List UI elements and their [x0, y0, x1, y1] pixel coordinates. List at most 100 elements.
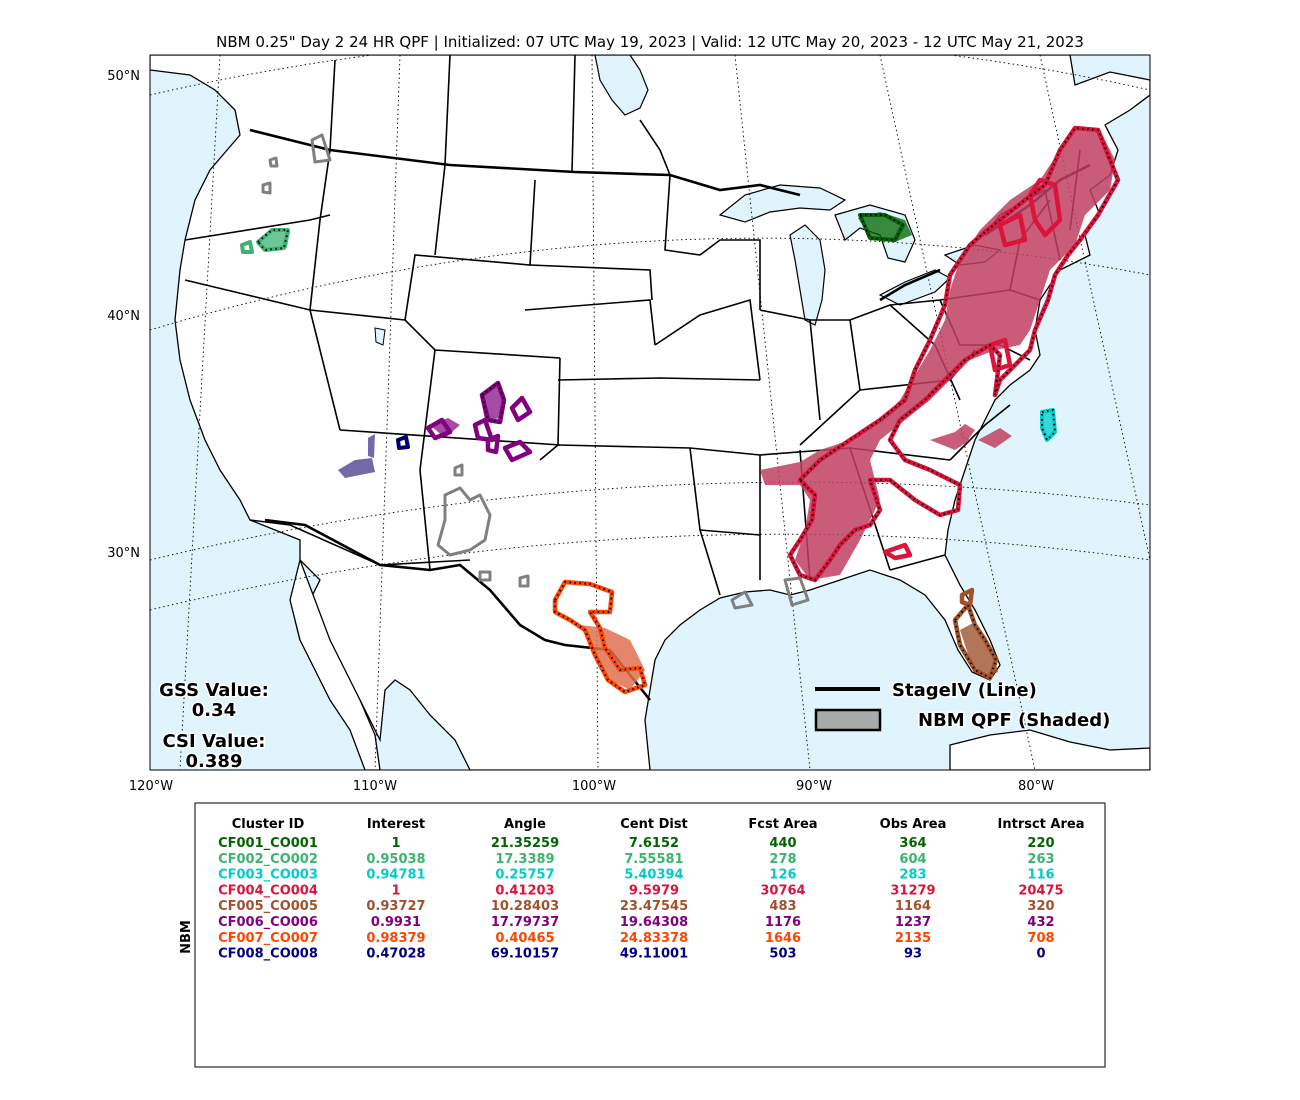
csi-value: 0.389 — [186, 751, 243, 772]
table-cell: CF006_CO006 — [218, 915, 318, 930]
table-row-label: NBM — [179, 920, 194, 954]
table-cell: 23.47545 — [620, 899, 688, 914]
table-cell: 9.5979 — [629, 883, 679, 898]
table-cell: 1 — [391, 883, 400, 898]
table-cell: 278 — [769, 852, 796, 867]
fcst-cf008 — [338, 458, 375, 478]
table-row: CF007_CO007 0.98379 0.40465 24.83378 1646 213… — [218, 931, 1054, 946]
table-cell: CF002_CO002 — [218, 852, 318, 867]
table-cell: CF003_CO003 — [218, 868, 318, 883]
map-legend: StageIV (Line) NBM QPF (Shaded) — [814, 679, 1112, 733]
graticule — [150, 55, 1150, 770]
table-cell: 0 — [1036, 947, 1045, 962]
table-cell: CF008_CO008 — [218, 947, 318, 962]
table-row: CF002_CO002 0.95038 17.3389 7.55581 278 604 26… — [218, 852, 1054, 867]
table-header-0: Cluster ID — [232, 817, 305, 832]
table-cell: 263 — [1027, 852, 1054, 867]
table-cell: CF005_CO005 — [218, 899, 318, 914]
stageiv-dotted-cores — [257, 127, 1119, 693]
table-cell: CF004_CO004 — [218, 883, 318, 898]
obs-cf004 — [787, 125, 1121, 583]
table-cell: 0.9931 — [371, 915, 421, 930]
table-cell: 440 — [769, 836, 796, 851]
table-cell: 503 — [769, 947, 796, 962]
longitude-labels: 120°W 110°W 100°W 90°W 80°W — [129, 779, 1054, 794]
table-cell: 0.25757 — [495, 868, 554, 883]
fcst-cf005 — [960, 622, 998, 678]
table-cell: 17.3389 — [495, 852, 554, 867]
legend-line-label: StageIV (Line) — [892, 680, 1037, 701]
table-cell: 0.40465 — [495, 931, 554, 946]
table-cell: 19.64308 — [620, 915, 688, 930]
lon-label-110: 110°W — [353, 779, 397, 794]
table-cell: 1 — [391, 836, 400, 851]
table-cell: 1237 — [895, 915, 931, 930]
table-cell: 7.55581 — [624, 852, 683, 867]
lon-label-80: 80°W — [1018, 779, 1054, 794]
table-cell: 69.10157 — [491, 947, 559, 962]
fcst-cf004d — [955, 424, 975, 440]
hudson-bay — [594, 55, 649, 116]
table-cell: 0.98379 — [366, 931, 425, 946]
table-cell: 0.94781 — [366, 868, 425, 883]
table-row: CF003_CO003 0.94781 0.25757 5.40394 126 283 11… — [218, 868, 1054, 883]
table-cell: CF001_CO001 — [218, 836, 318, 851]
lon-label-90: 90°W — [796, 779, 832, 794]
table-cell: 604 — [899, 852, 926, 867]
table-cell: 364 — [899, 836, 926, 851]
table-cell: 0.41203 — [495, 883, 554, 898]
map-frame — [149, 54, 1151, 771]
table-cell: 1176 — [765, 915, 801, 930]
table-cell: CF007_CO007 — [218, 931, 318, 946]
fcst-cf004a — [760, 130, 1115, 580]
table-row: CF006_CO006 0.9931 17.79737 19.64308 1176 123… — [218, 915, 1054, 930]
stats-table-frame — [194, 802, 1106, 1068]
unmatched-obs-contours — [261, 133, 810, 610]
table-row: CF004_CO004 1 0.41203 9.5979 30764 31279 20475 — [218, 883, 1064, 898]
lon-label-120: 120°W — [129, 779, 173, 794]
skill-scores: GSS Value: 0.34 CSI Value: 0.389 — [158, 679, 271, 772]
table-header-2: Angle — [504, 817, 546, 832]
table-header-6: Intrsct Area — [998, 817, 1085, 832]
lat-label-30: 30°N — [107, 546, 140, 561]
table-cell: 432 — [1027, 915, 1054, 930]
table-row: CF005_CO005 0.93727 10.28403 23.47545 483 116… — [218, 899, 1054, 914]
table-cell: 708 — [1027, 931, 1054, 946]
table-row: CF008_CO008 0.47028 69.10157 49.11001 503 93 0 — [218, 947, 1045, 962]
map-panel: StageIV (Line) NBM QPF (Shaded) GSS Valu… — [150, 55, 1150, 772]
table-header-3: Cent Dist — [620, 817, 688, 832]
table-cell: 116 — [1027, 868, 1054, 883]
table-cell: 320 — [1027, 899, 1054, 914]
table-cell: 2135 — [895, 931, 931, 946]
table-cell: 17.79737 — [491, 915, 559, 930]
fcst-cf008b — [368, 434, 375, 458]
obs-cf005 — [952, 587, 999, 681]
table-row: CF001_CO001 1 21.35259 7.6152 440 364 220 — [218, 836, 1054, 851]
latitude-labels: 50°N 40°N 30°N — [107, 69, 140, 561]
lat-label-50: 50°N — [107, 69, 140, 84]
table-cell: 24.83378 — [620, 931, 688, 946]
table-cell: 283 — [899, 868, 926, 883]
gss-label: GSS Value: — [159, 680, 269, 701]
legend-shaded-label: NBM QPF (Shaded) — [918, 710, 1110, 731]
table-cell: 0.47028 — [366, 947, 425, 962]
fcst-cf004b — [930, 432, 970, 450]
table-cell: 7.6152 — [629, 836, 679, 851]
table-cell: 220 — [1027, 836, 1054, 851]
table-cell: 1164 — [895, 899, 931, 914]
csi-label: CSI Value: — [163, 731, 266, 752]
table-cell: 0.93727 — [366, 899, 425, 914]
table-cell: 483 — [769, 899, 796, 914]
gss-value: 0.34 — [192, 700, 236, 721]
table-cell: 21.35259 — [491, 836, 559, 851]
table-header-4: Fcst Area — [748, 817, 817, 832]
stats-table: Cluster ID Interest Angle Cent Dist Fcst Are… — [218, 817, 1084, 962]
table-cell: 31279 — [890, 883, 935, 898]
table-cell: 49.11001 — [620, 947, 688, 962]
table-cell: 5.40394 — [624, 868, 683, 883]
table-cell: 30764 — [760, 883, 805, 898]
lon-label-100: 100°W — [572, 779, 616, 794]
great-salt-lake — [374, 327, 386, 346]
baja-peninsula — [289, 557, 381, 770]
